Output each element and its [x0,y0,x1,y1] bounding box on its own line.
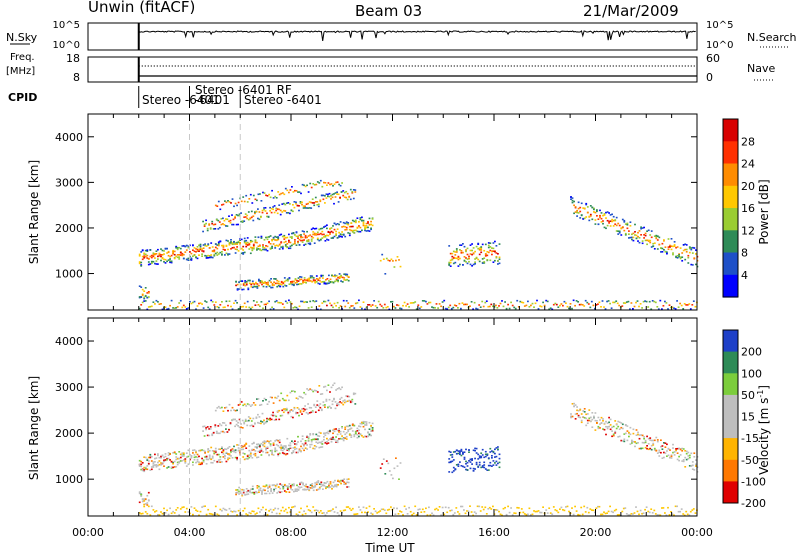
time-xtick-label: 16:00 [478,526,510,539]
data-layer [137,23,699,517]
time-xtick-label: 00:00 [681,526,713,539]
velocity-colorbar-tick-label: -50 [741,454,759,467]
nsearch-label: N.Search [747,31,797,44]
nsky-panel-frame [87,22,698,51]
date-title: 21/Mar/2009 [583,2,679,20]
freq-panel-frame [87,56,698,83]
nsky-trace [138,30,696,41]
nsearch-tick-top: 10^5 [706,20,733,31]
power-colorbar-segment [723,119,738,142]
power-colorbar-segment [723,230,738,254]
velocity-colorbar-segment [723,481,738,504]
velocity-colorbar-segment [723,416,738,439]
velocity-ytick-label: 1000 [55,473,83,486]
freq-label: Freq. [10,52,35,63]
power-colorbar-tick-label: 28 [741,135,755,148]
time-xtick-label: 08:00 [275,526,307,539]
velocity-colorbar-segment [723,351,738,374]
freq-tick-bottom: 8 [73,71,80,84]
velocity-ytick-label: 4000 [55,335,83,348]
power-colorbar-tick-label: 12 [741,224,755,237]
time-xtick-label: 04:00 [174,526,206,539]
power-ytick-label: 3000 [55,176,83,189]
cpid-label: CPID [8,91,37,104]
nsky-label: N.Sky [6,31,38,44]
power-ytick-label: 4000 [55,131,83,144]
velocity-colorbar-label: Velocity [m s-1] [756,385,771,475]
nave-tick-bottom: 0 [706,71,713,84]
power-colorbar-segment [723,274,738,298]
velocity-ytick-label: 2000 [55,427,83,440]
nsearch-tick-bottom: 10^0 [706,40,733,51]
velocity-colorbar-segment [723,438,738,461]
power-colorbar-segment [723,185,738,209]
velocity-colorbar-frame [722,329,739,504]
velocity-colorbar-segment [723,330,738,353]
velocity-colorbar-tick-label: 50 [741,389,755,402]
velocity-ylabel: Slant Range [km] [27,376,41,480]
nave-label: Nave [747,62,775,75]
power-colorbar-tick-label: 24 [741,158,755,171]
power-colorbar-tick-label: 8 [741,247,748,260]
power-colorbar-segment [723,141,738,165]
velocity-panel-frame [87,317,698,517]
velocity-colorbar-tick-label: -200 [741,497,766,510]
velocity-colorbar-tick-label: 200 [741,346,762,359]
freq-unit-label: [MHz] [6,66,35,77]
velocity-colorbar-segment [723,459,738,482]
velocity-ytick-label: 3000 [55,381,83,394]
velocity-colorbar-segment [723,394,738,417]
power-ytick-label: 2000 [55,222,83,235]
cpid-segment-2-label-2: -6401 [195,93,230,107]
power-ytick-label: 1000 [55,268,83,281]
power-colorbar-segment [723,208,738,231]
velocity-colorbar-tick-label: 15 [741,411,755,424]
power-colorbar-tick-label: 20 [741,180,755,193]
freq-tick-top: 18 [66,52,80,65]
time-xtick-label: 12:00 [377,526,409,539]
station-title: Unwin (fitACF) [88,0,196,16]
power-colorbar-segment [723,163,738,187]
time-xlabel: Time UT [364,541,415,554]
velocity-colorbar-segment [723,373,738,396]
power-colorbar-segment [723,252,738,276]
power-ylabel: Slant Range [km] [27,160,41,264]
nsky-tick-bottom: 10^0 [53,40,80,51]
velocity-colorbar-tick-label: -15 [741,432,759,445]
cpid-segment-1-label: Stereo -6401 [142,93,220,107]
cpid-segment-2-label: Stereo -6401 RF [195,83,292,97]
velocity-colorbar-tick-label: -100 [741,475,766,488]
nave-tick-top: 60 [706,52,720,65]
power-colorbar-tick-label: 16 [741,202,755,215]
nsky-tick-top: 10^5 [53,20,80,31]
power-colorbar-tick-label: 4 [741,269,748,282]
velocity-colorbar-tick-label: 100 [741,367,762,380]
cpid-segment-3-label: Stereo -6401 [244,93,322,107]
power-colorbar-frame [722,118,739,298]
time-xtick-label: 20:00 [580,526,612,539]
power-colorbar-label: Power [dB] [757,179,771,244]
time-xtick-label: 00:00 [72,526,104,539]
beam-title: Beam 03 [355,2,423,20]
